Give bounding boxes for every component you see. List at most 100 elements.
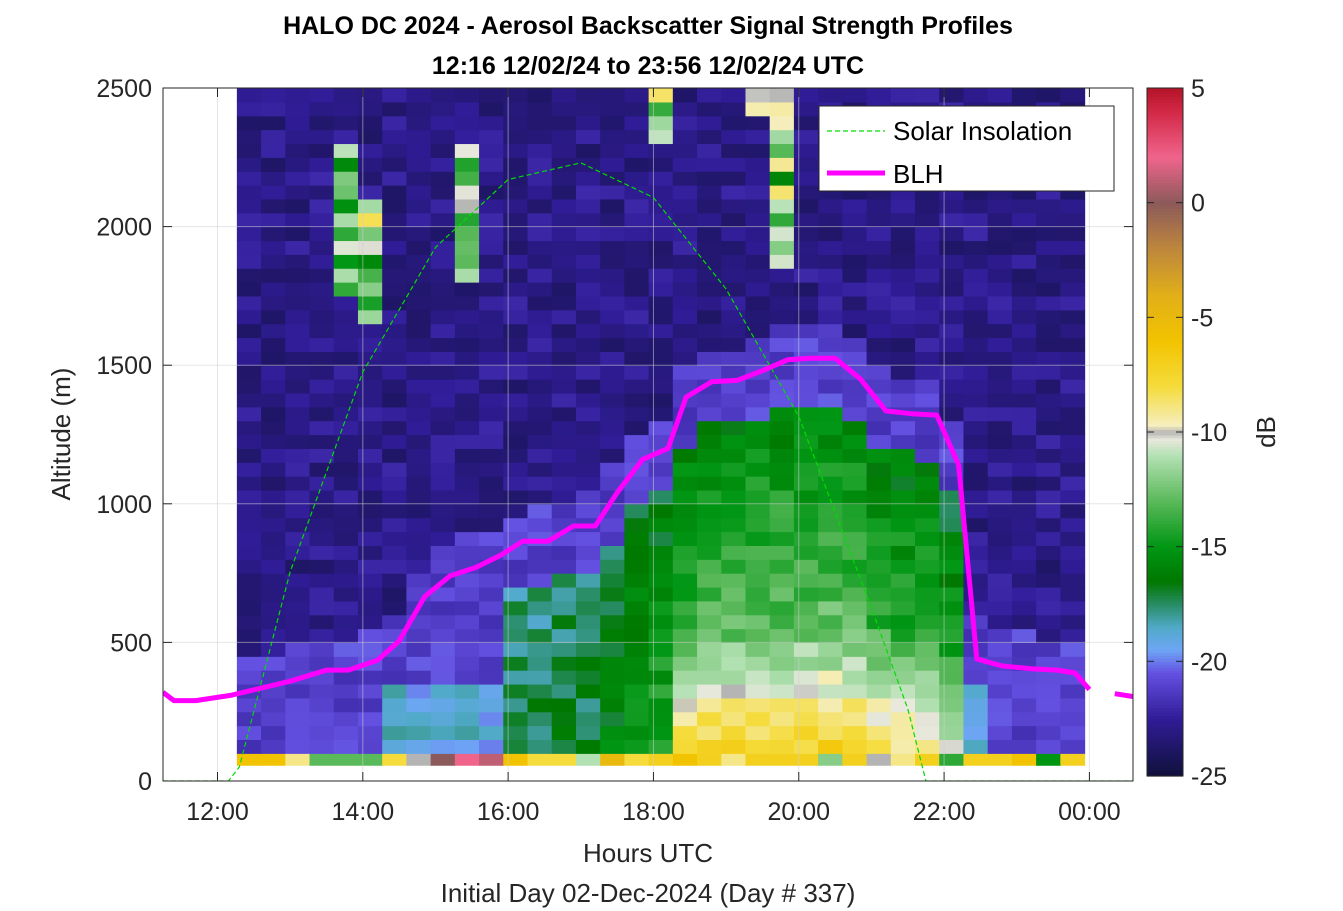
heatmap-cell (818, 503, 843, 519)
heatmap-cell (648, 365, 674, 380)
heatmap-cell (745, 240, 771, 255)
heatmap-cell (309, 392, 335, 408)
colorbar-strip (1147, 360, 1183, 364)
heatmap-cell (600, 642, 625, 657)
heatmap-column (721, 88, 747, 754)
colorbar-strip (1147, 88, 1183, 92)
heatmap-cell (406, 434, 432, 449)
colorbar-strip (1147, 351, 1183, 356)
heatmap-cell (672, 143, 698, 158)
heatmap-cell (454, 392, 480, 408)
heatmap-cell (793, 448, 819, 463)
surface-cell (793, 753, 819, 766)
heatmap-cell (672, 295, 698, 311)
heatmap-cell (1060, 559, 1086, 574)
heatmap-cell (285, 268, 311, 283)
colorbar-strip (1147, 156, 1183, 161)
heatmap-cell (939, 711, 965, 727)
heatmap-cell (406, 656, 432, 671)
surface-cell (261, 753, 286, 766)
heatmap-cell (600, 517, 625, 533)
heatmap-cell (479, 531, 504, 546)
heatmap-cell (818, 725, 843, 741)
colorbar-strip (1147, 658, 1183, 662)
heatmap-cell (503, 517, 529, 533)
heatmap-cell (406, 642, 432, 657)
heatmap-cell (430, 157, 456, 172)
heatmap-cell (721, 559, 747, 574)
heatmap-cell (745, 628, 771, 643)
heatmap-cell (915, 642, 940, 657)
heatmap-cell (551, 392, 577, 408)
surface-cell (697, 753, 722, 766)
heatmap-cell (769, 517, 795, 533)
heatmap-cell (624, 323, 650, 339)
heatmap-cell (382, 240, 408, 255)
heatmap-cell (236, 185, 262, 200)
colorbar-strip (1147, 171, 1183, 175)
heatmap-cell (309, 282, 335, 297)
heatmap-cell (285, 365, 311, 380)
heatmap-cell (261, 309, 286, 325)
heatmap-cell (382, 101, 408, 117)
heatmap-cell (648, 171, 674, 186)
heatmap-cell (600, 434, 625, 449)
heatmap-cell (333, 586, 359, 602)
heatmap-cell (745, 226, 771, 242)
heatmap-cell (479, 420, 504, 436)
heatmap-cell (479, 171, 504, 186)
heatmap-cell (1036, 670, 1061, 685)
colorbar-strip (1147, 495, 1183, 499)
heatmap-cell (721, 295, 747, 311)
heatmap-cell (430, 323, 456, 339)
heatmap-cell (236, 282, 262, 297)
colorbar-strip (1147, 747, 1183, 751)
heatmap-cell (357, 420, 383, 436)
heatmap-cell (382, 600, 408, 616)
heatmap-cell (1011, 212, 1037, 228)
heatmap-cell (987, 503, 1013, 519)
heatmap-cell (551, 711, 577, 727)
heatmap-cell (745, 545, 771, 560)
heatmap-cell (890, 489, 916, 505)
heatmap-cell (721, 600, 747, 616)
heatmap-cell (648, 462, 674, 477)
heatmap-cell (793, 711, 819, 727)
heatmap-cell (697, 406, 722, 422)
heatmap-cell (333, 171, 359, 186)
legend: Solar Insolation BLH (818, 105, 1115, 192)
colorbar-strip (1147, 549, 1183, 553)
heatmap-cell (672, 351, 698, 366)
heatmap-cell (1060, 379, 1086, 394)
series-layer (163, 162, 1133, 781)
heatmap-cell (721, 503, 747, 519)
heatmap-cell (454, 379, 480, 394)
heatmap-cell (600, 739, 625, 754)
heatmap-cell (357, 683, 383, 699)
heatmap-cell (479, 268, 504, 283)
heatmap-cell (357, 185, 383, 200)
heatmap-cell (357, 503, 383, 519)
heatmap-cell (624, 88, 650, 103)
heatmap-cell (648, 614, 674, 630)
heatmap-cell (1036, 282, 1061, 297)
colorbar-strip (1147, 604, 1183, 608)
heatmap-cell (551, 503, 577, 519)
heatmap-column (1036, 88, 1061, 754)
heatmap-cell (382, 392, 408, 408)
heatmap-cell (309, 725, 335, 741)
heatmap-cell (624, 212, 650, 228)
heatmap-cell (842, 448, 868, 463)
heatmap-cell (309, 268, 335, 283)
heatmap-cell (842, 600, 868, 616)
heatmap-cell (527, 573, 553, 588)
colorbar-strip (1147, 113, 1183, 118)
heatmap-cell (454, 586, 480, 602)
heatmap-cell (406, 323, 432, 339)
heatmap-cell (697, 489, 722, 505)
heatmap-cell (793, 517, 819, 533)
heatmap-cell (624, 489, 650, 505)
heatmap-cell (285, 337, 311, 352)
heatmap-cell (842, 586, 868, 602)
heatmap-cell (527, 365, 553, 380)
